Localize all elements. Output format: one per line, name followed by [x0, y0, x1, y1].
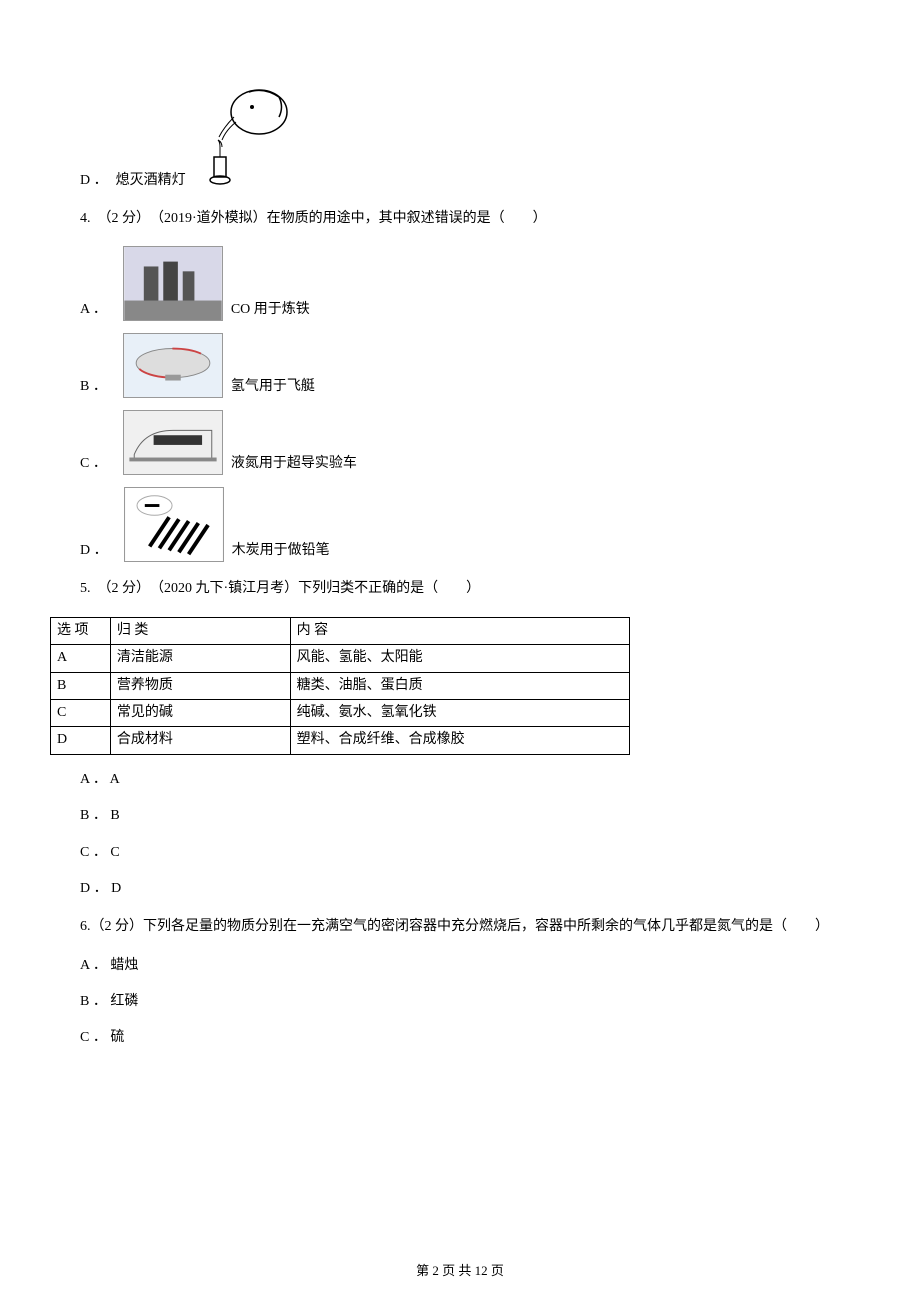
question-5-header: 5. （2 分） （2020 九下·镇江月考）下列归类不正确的是（ ）: [80, 578, 870, 600]
table-row: A 清洁能源 风能、氢能、太阳能: [51, 645, 630, 672]
option-d-top: D ． 熄灭酒精灯: [80, 82, 870, 192]
q5-option-a: A ． A: [80, 769, 870, 791]
smelting-image: [123, 246, 223, 321]
table-header-2: 内 容: [290, 617, 629, 644]
table-cell: 塑料、合成纤维、合成橡胶: [290, 727, 629, 754]
table-cell: 营养物质: [110, 672, 290, 699]
q4-text: 4. （2 分） （2019·道外模拟）在物质的用途中，其中叙述错误的是（ ）: [80, 211, 547, 226]
table-cell: 纯碱、氨水、氢氧化铁: [290, 699, 629, 726]
table-cell: 合成材料: [110, 727, 290, 754]
table-cell: C: [51, 699, 111, 726]
question-6-header: 6.（2 分）下列各足量的物质分别在一充满空气的密闭容器中充分燃烧后，容器中所剩…: [80, 916, 870, 938]
q5-option-d: D ． D: [80, 878, 870, 900]
table-cell: 清洁能源: [110, 645, 290, 672]
pencil-image: [124, 487, 224, 562]
table-cell: 风能、氢能、太阳能: [290, 645, 629, 672]
q4-d-text: 木炭用于做铅笔: [232, 540, 330, 562]
q6-text: 6.（2 分）下列各足量的物质分别在一充满空气的密闭容器中充分燃烧后，容器中所剩…: [80, 919, 829, 934]
q5-text: 5. （2 分） （2020 九下·镇江月考）下列归类不正确的是（ ）: [80, 581, 480, 596]
page-footer: 第 2 页 共 12 页: [0, 1261, 920, 1282]
table-cell: A: [51, 645, 111, 672]
q4-a-text: CO 用于炼铁: [231, 299, 310, 321]
table-header-0: 选 项: [51, 617, 111, 644]
train-image: [123, 410, 223, 475]
table-row: D 合成材料 塑料、合成纤维、合成橡胶: [51, 727, 630, 754]
face-lamp-image: [194, 82, 294, 192]
q4-option-a: A ． CO 用于炼铁: [80, 246, 870, 321]
table-cell: 常见的碱: [110, 699, 290, 726]
q6-option-a: A ． 蜡烛: [80, 955, 870, 977]
airship-image: [123, 333, 223, 398]
q4-c-label: C ．: [80, 453, 107, 475]
table-cell: 糖类、油脂、蛋白质: [290, 672, 629, 699]
q4-option-b: B ． 氢气用于飞艇: [80, 333, 870, 398]
table-row: C 常见的碱 纯碱、氨水、氢氧化铁: [51, 699, 630, 726]
q4-d-label: D ．: [80, 540, 108, 562]
table-cell: B: [51, 672, 111, 699]
q4-option-c: C ． 液氮用于超导实验车: [80, 410, 870, 475]
table-row: B 营养物质 糖类、油脂、蛋白质: [51, 672, 630, 699]
q4-a-label: A ．: [80, 299, 107, 321]
q6-option-c: C ． 硫: [80, 1027, 870, 1049]
q4-b-text: 氢气用于飞艇: [231, 376, 315, 398]
q4-option-d: D ． 木炭用于做铅笔: [80, 487, 870, 562]
q5-option-b: B ． B: [80, 805, 870, 827]
q6-option-b: B ． 红磷: [80, 991, 870, 1013]
table-header-1: 归 类: [110, 617, 290, 644]
option-d-text: 熄灭酒精灯: [116, 170, 186, 192]
q5-table: 选 项 归 类 内 容 A 清洁能源 风能、氢能、太阳能 B 营养物质 糖类、油…: [50, 617, 630, 755]
table-header-row: 选 项 归 类 内 容: [51, 617, 630, 644]
option-d-label: D ．: [80, 170, 108, 192]
q4-b-label: B ．: [80, 376, 107, 398]
q4-c-text: 液氮用于超导实验车: [231, 453, 357, 475]
question-4-header: 4. （2 分） （2019·道外模拟）在物质的用途中，其中叙述错误的是（ ）: [80, 208, 870, 230]
table-cell: D: [51, 727, 111, 754]
q5-option-c: C ． C: [80, 842, 870, 864]
